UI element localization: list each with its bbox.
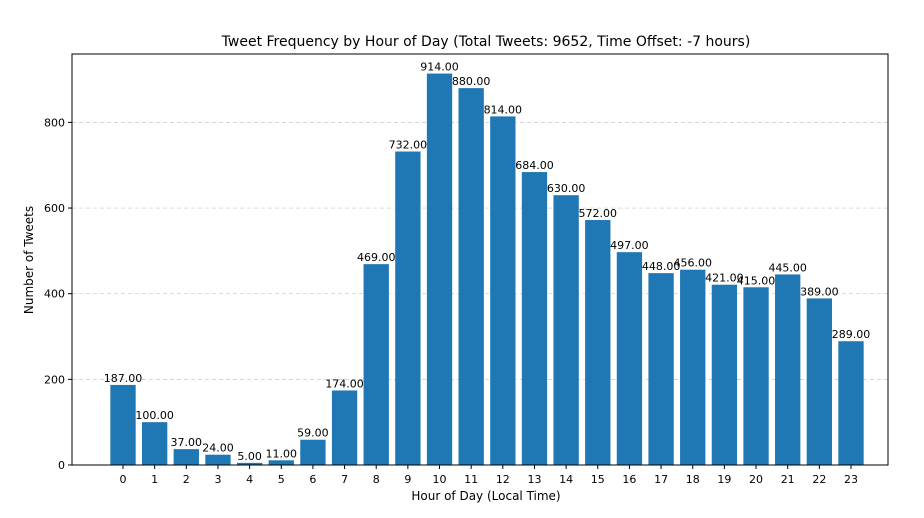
data-label: 732.00 xyxy=(389,139,428,152)
chart-title: Tweet Frequency by Hour of Day (Total Tw… xyxy=(221,34,751,50)
data-label: 11.00 xyxy=(266,447,298,460)
x-tick-label: 5 xyxy=(278,473,285,486)
bar xyxy=(838,341,864,465)
x-tick-label: 21 xyxy=(781,473,795,486)
data-label: 5.00 xyxy=(237,450,262,463)
bar xyxy=(173,449,199,465)
bar xyxy=(331,390,358,465)
y-tick-label: 200 xyxy=(44,373,65,386)
bar xyxy=(236,462,263,465)
bar xyxy=(395,151,421,466)
data-label: 880.00 xyxy=(452,75,491,88)
y-tick-label: 800 xyxy=(44,116,65,129)
y-ticks: 0 200 400 600 800 xyxy=(44,116,72,472)
x-tick-label: 8 xyxy=(373,473,380,486)
data-label: 389.00 xyxy=(800,285,839,298)
data-label: 174.00 xyxy=(325,377,364,390)
x-tick-label: 19 xyxy=(717,473,731,486)
x-tick-label: 1 xyxy=(151,473,158,486)
bar xyxy=(521,172,548,465)
x-tick-label: 0 xyxy=(120,473,127,486)
bar xyxy=(300,439,326,465)
data-label: 289.00 xyxy=(832,328,871,341)
x-tick-label: 13 xyxy=(527,473,541,486)
data-label: 445.00 xyxy=(768,261,807,274)
bar xyxy=(268,460,294,465)
data-label: 415.00 xyxy=(737,274,776,287)
x-tick-label: 17 xyxy=(654,473,668,486)
data-label: 469.00 xyxy=(357,251,396,264)
bar xyxy=(775,274,801,465)
x-tick-label: 23 xyxy=(844,473,858,486)
data-label: 37.00 xyxy=(171,436,203,449)
x-tick-label: 22 xyxy=(812,473,826,486)
x-tick-label: 16 xyxy=(622,473,636,486)
data-label: 187.00 xyxy=(104,372,143,385)
bar xyxy=(553,195,579,465)
data-label: 24.00 xyxy=(202,442,234,455)
bar xyxy=(680,269,706,465)
x-tick-label: 18 xyxy=(686,473,700,486)
x-tick-label: 6 xyxy=(309,473,316,486)
bars xyxy=(110,73,864,466)
x-tick-label: 15 xyxy=(591,473,605,486)
x-tick-label: 2 xyxy=(183,473,190,486)
bar xyxy=(458,88,484,465)
data-label: 572.00 xyxy=(579,207,618,220)
bar xyxy=(711,284,738,465)
x-tick-label: 20 xyxy=(749,473,763,486)
data-label: 914.00 xyxy=(420,61,459,74)
data-label: 814.00 xyxy=(484,103,523,116)
x-tick-label: 4 xyxy=(246,473,253,486)
x-axis-label: Hour of Day (Local Time) xyxy=(411,489,560,503)
data-label: 448.00 xyxy=(642,260,681,273)
bar xyxy=(648,273,674,465)
data-label: 456.00 xyxy=(673,257,712,270)
data-label: 684.00 xyxy=(515,159,554,172)
data-label: 497.00 xyxy=(610,239,649,252)
x-tick-label: 3 xyxy=(214,473,221,486)
data-label: 100.00 xyxy=(135,409,174,422)
y-tick-label: 0 xyxy=(58,459,65,472)
data-label: 59.00 xyxy=(297,427,329,440)
x-tick-label: 14 xyxy=(559,473,573,486)
data-label: 630.00 xyxy=(547,182,586,195)
x-tick-label: 11 xyxy=(464,473,478,486)
bar xyxy=(616,252,643,465)
data-label: 421.00 xyxy=(705,272,744,285)
x-tick-label: 7 xyxy=(341,473,348,486)
x-ticks: 0 1 2 3 4 5 6 7 8 9 10 11 12 13 14 15 16 17 18 19 20 21 22 23 xyxy=(120,465,858,486)
bar xyxy=(806,298,833,465)
y-axis-label: Number of Tweets xyxy=(22,206,36,314)
axes-frame xyxy=(71,53,889,466)
bar xyxy=(426,73,453,466)
bar xyxy=(141,422,168,465)
y-tick-label: 600 xyxy=(44,202,65,215)
x-tick-label: 12 xyxy=(496,473,510,486)
bar xyxy=(585,220,611,465)
y-tick-label: 400 xyxy=(44,288,65,301)
bar xyxy=(205,454,231,465)
bar xyxy=(110,384,136,465)
x-tick-label: 9 xyxy=(404,473,411,486)
x-tick-label: 10 xyxy=(433,473,447,486)
bar xyxy=(743,287,769,465)
bar xyxy=(490,116,516,465)
data-labels: 187.00 100.00 37.00 24.005.00 11.00 59.00 174.… xyxy=(104,61,871,463)
bar xyxy=(363,264,389,465)
